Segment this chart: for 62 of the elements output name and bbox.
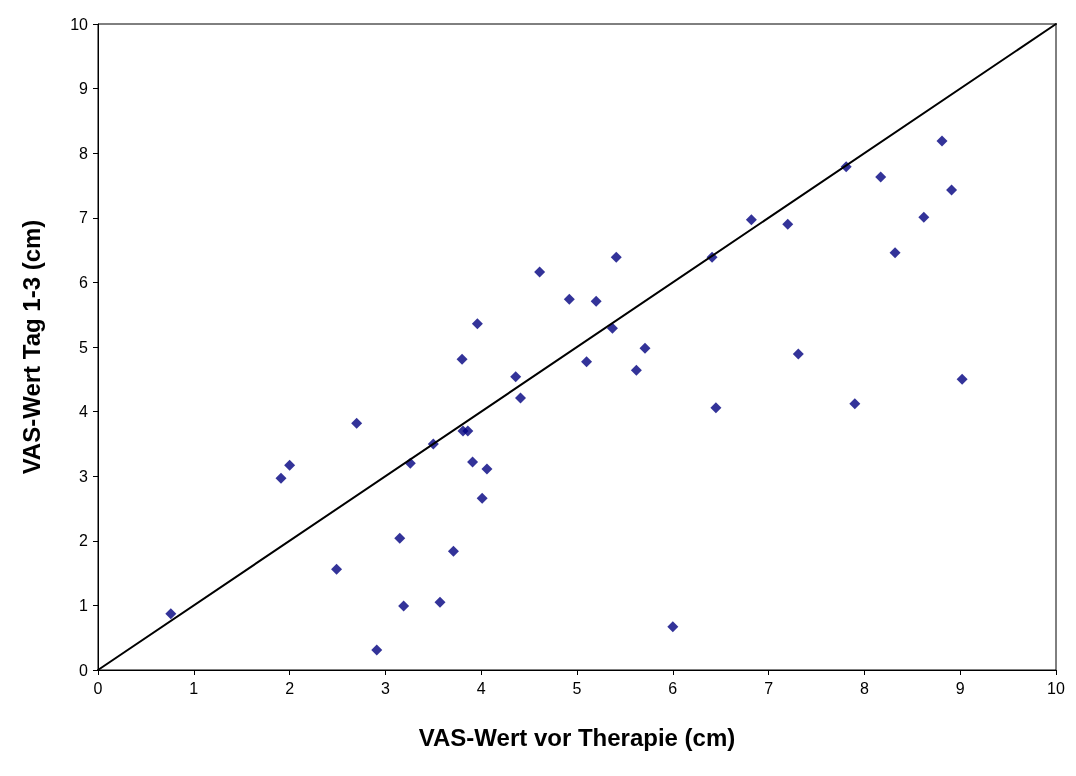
point: [946, 184, 958, 196]
point: [481, 463, 493, 475]
point: [563, 293, 575, 305]
y-tick-label: 9: [79, 80, 89, 98]
point: [956, 373, 968, 385]
point: [610, 251, 622, 263]
y-tick-label: 6: [79, 273, 89, 291]
point: [606, 322, 618, 334]
point: [510, 371, 522, 383]
point: [849, 398, 861, 410]
point: [371, 644, 383, 656]
point: [710, 402, 722, 414]
point: [918, 211, 930, 223]
point: [936, 135, 948, 147]
x-tick-label: 9: [955, 679, 965, 697]
point: [165, 608, 177, 620]
y-axis-title: VAS-Wert Tag 1-3 (cm): [17, 219, 45, 475]
point: [398, 600, 410, 612]
point: [331, 563, 343, 575]
y-tick-label: 0: [79, 661, 89, 679]
point: [462, 425, 474, 437]
y-tick-label: 4: [79, 403, 89, 421]
x-tick-label: 2: [285, 679, 295, 697]
point: [639, 342, 651, 354]
x-tick-label: 1: [189, 679, 199, 697]
point: [284, 459, 296, 471]
point: [590, 295, 602, 307]
x-tick-label: 6: [668, 679, 678, 697]
point: [434, 596, 446, 608]
point: [745, 214, 757, 226]
x-tick-label: 5: [572, 679, 582, 697]
point: [471, 318, 483, 330]
y-tick-label: 10: [70, 15, 89, 33]
point: [534, 266, 546, 278]
point: [581, 356, 593, 368]
x-tick-label: 8: [859, 679, 869, 697]
point: [792, 348, 804, 360]
point: [514, 392, 526, 404]
y-tick-label: 3: [79, 467, 89, 485]
point: [782, 218, 794, 230]
x-tick-label: 0: [93, 679, 103, 697]
point: [667, 621, 679, 633]
point: [351, 417, 363, 429]
y-tick-label: 1: [79, 596, 89, 614]
point: [889, 247, 901, 259]
point: [275, 472, 287, 484]
point: [447, 545, 459, 557]
x-tick-label: 7: [764, 679, 774, 697]
y-tick-label: 8: [79, 144, 89, 162]
x-axis-title: VAS-Wert vor Therapie (cm): [418, 723, 736, 751]
point: [476, 492, 488, 504]
y-tick-label: 7: [79, 209, 89, 227]
x-tick-label: 3: [380, 679, 390, 697]
point: [456, 353, 468, 365]
point: [394, 532, 406, 544]
point: [875, 171, 887, 183]
x-tick-label: 4: [476, 679, 486, 697]
point: [630, 364, 642, 376]
y-tick-label: 2: [79, 532, 89, 550]
x-tick-label: 10: [1047, 679, 1065, 697]
point: [467, 456, 479, 468]
y-tick-label: 5: [79, 338, 89, 356]
